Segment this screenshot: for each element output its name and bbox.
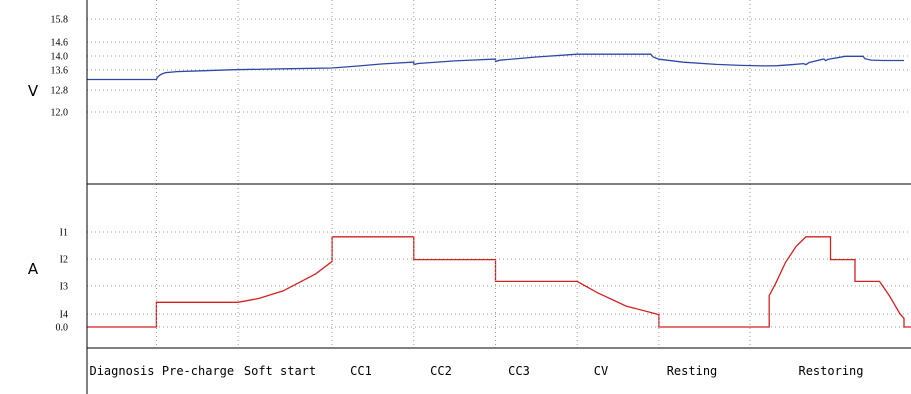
stage-label: CC3 xyxy=(508,364,530,378)
current-tick-label: 0.0 xyxy=(56,323,69,334)
voltage-gridlines xyxy=(87,18,911,113)
voltage-tick-label: 15.8 xyxy=(51,15,69,26)
voltage-tick-label: 14.0 xyxy=(51,52,69,63)
stage-label: Pre-charge xyxy=(162,364,234,378)
voltage-tick-label: 14.6 xyxy=(51,38,69,49)
voltage-axis-label: V xyxy=(28,82,39,100)
voltage-tick-label: 12.8 xyxy=(51,86,69,97)
current-curve xyxy=(87,236,911,328)
stage-label: Diagnosis xyxy=(89,364,154,378)
current-gridlines xyxy=(87,231,911,328)
voltage-tick-label: 12.0 xyxy=(51,108,69,119)
stage-label: Resting xyxy=(667,364,718,378)
stage-label: Restoring xyxy=(798,364,863,378)
current-tick-label: I1 xyxy=(60,228,68,239)
current-tick-labels: I1 I2 I3 I4 0.0 xyxy=(56,228,69,334)
voltage-tick-labels: 15.8 14.6 14.0 13.6 12.8 12.0 xyxy=(51,15,69,119)
voltage-curve xyxy=(87,53,904,81)
stage-label: CC1 xyxy=(350,364,372,378)
current-panel: A I1 I2 I3 I4 0.0 xyxy=(28,228,911,334)
current-tick-label: I2 xyxy=(60,255,68,266)
stage-label: CV xyxy=(594,364,608,378)
stage-dividers xyxy=(155,0,751,348)
stage-label: Soft start xyxy=(244,364,316,378)
panel-frame xyxy=(86,0,911,394)
voltage-tick-label: 13.6 xyxy=(51,66,69,77)
stage-labels: Diagnosis Pre-charge Soft start CC1 CC2 CC3 CV… xyxy=(89,364,863,378)
current-axis-label: A xyxy=(28,260,39,278)
current-tick-label: I3 xyxy=(60,282,68,293)
voltage-panel: V 15.8 14.6 14.0 13.6 12.8 12.0 xyxy=(28,15,911,119)
current-tick-label: I4 xyxy=(60,310,68,321)
stage-label: CC2 xyxy=(430,364,452,378)
